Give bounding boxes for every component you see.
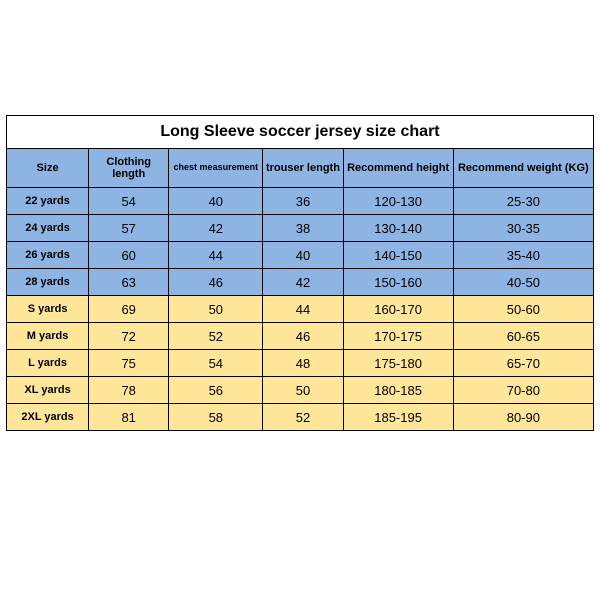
size-cell: 24 yards [7, 215, 89, 242]
size-cell: S yards [7, 296, 89, 323]
data-cell: 50-60 [453, 296, 593, 323]
data-cell: 58 [169, 404, 263, 431]
table-title: Long Sleeve soccer jersey size chart [7, 116, 594, 149]
table-row: M yards725246170-17560-65 [7, 323, 594, 350]
table-row: 26 yards604440140-15035-40 [7, 242, 594, 269]
size-cell: 28 yards [7, 269, 89, 296]
data-cell: 30-35 [453, 215, 593, 242]
col-header-3: trouser length [263, 149, 343, 188]
data-cell: 75 [89, 350, 169, 377]
data-cell: 63 [89, 269, 169, 296]
data-cell: 81 [89, 404, 169, 431]
data-cell: 185-195 [343, 404, 453, 431]
data-cell: 150-160 [343, 269, 453, 296]
table-head: Long Sleeve soccer jersey size chart Siz… [7, 116, 594, 188]
title-row: Long Sleeve soccer jersey size chart [7, 116, 594, 149]
data-cell: 42 [169, 215, 263, 242]
col-header-0: Size [7, 149, 89, 188]
data-cell: 38 [263, 215, 343, 242]
table-row: S yards695044160-17050-60 [7, 296, 594, 323]
data-cell: 170-175 [343, 323, 453, 350]
size-cell: XL yards [7, 377, 89, 404]
data-cell: 70-80 [453, 377, 593, 404]
data-cell: 72 [89, 323, 169, 350]
data-cell: 40-50 [453, 269, 593, 296]
size-cell: M yards [7, 323, 89, 350]
table-row: XL yards785650180-18570-80 [7, 377, 594, 404]
data-cell: 46 [169, 269, 263, 296]
data-cell: 36 [263, 188, 343, 215]
data-cell: 175-180 [343, 350, 453, 377]
data-cell: 140-150 [343, 242, 453, 269]
data-cell: 40 [263, 242, 343, 269]
table-row: L yards755448175-18065-70 [7, 350, 594, 377]
size-chart-container: Long Sleeve soccer jersey size chart Siz… [6, 115, 594, 431]
data-cell: 60-65 [453, 323, 593, 350]
table-body: 22 yards544036120-13025-3024 yards574238… [7, 188, 594, 431]
table-row: 24 yards574238130-14030-35 [7, 215, 594, 242]
size-cell: 22 yards [7, 188, 89, 215]
data-cell: 65-70 [453, 350, 593, 377]
data-cell: 50 [263, 377, 343, 404]
header-row: SizeClothing lengthchest measurementtrou… [7, 149, 594, 188]
data-cell: 80-90 [453, 404, 593, 431]
data-cell: 44 [263, 296, 343, 323]
data-cell: 48 [263, 350, 343, 377]
data-cell: 57 [89, 215, 169, 242]
size-cell: 2XL yards [7, 404, 89, 431]
data-cell: 54 [89, 188, 169, 215]
data-cell: 69 [89, 296, 169, 323]
col-header-5: Recommend weight (KG) [453, 149, 593, 188]
data-cell: 180-185 [343, 377, 453, 404]
col-header-4: Recommend height [343, 149, 453, 188]
data-cell: 54 [169, 350, 263, 377]
data-cell: 46 [263, 323, 343, 350]
data-cell: 40 [169, 188, 263, 215]
data-cell: 42 [263, 269, 343, 296]
data-cell: 44 [169, 242, 263, 269]
table-row: 22 yards544036120-13025-30 [7, 188, 594, 215]
size-cell: 26 yards [7, 242, 89, 269]
data-cell: 130-140 [343, 215, 453, 242]
data-cell: 35-40 [453, 242, 593, 269]
data-cell: 25-30 [453, 188, 593, 215]
data-cell: 50 [169, 296, 263, 323]
size-cell: L yards [7, 350, 89, 377]
col-header-2: chest measurement [169, 149, 263, 188]
data-cell: 60 [89, 242, 169, 269]
data-cell: 52 [169, 323, 263, 350]
data-cell: 56 [169, 377, 263, 404]
data-cell: 120-130 [343, 188, 453, 215]
table-row: 2XL yards815852185-19580-90 [7, 404, 594, 431]
table-row: 28 yards634642150-16040-50 [7, 269, 594, 296]
size-chart-table: Long Sleeve soccer jersey size chart Siz… [6, 115, 594, 431]
data-cell: 78 [89, 377, 169, 404]
col-header-1: Clothing length [89, 149, 169, 188]
data-cell: 160-170 [343, 296, 453, 323]
data-cell: 52 [263, 404, 343, 431]
